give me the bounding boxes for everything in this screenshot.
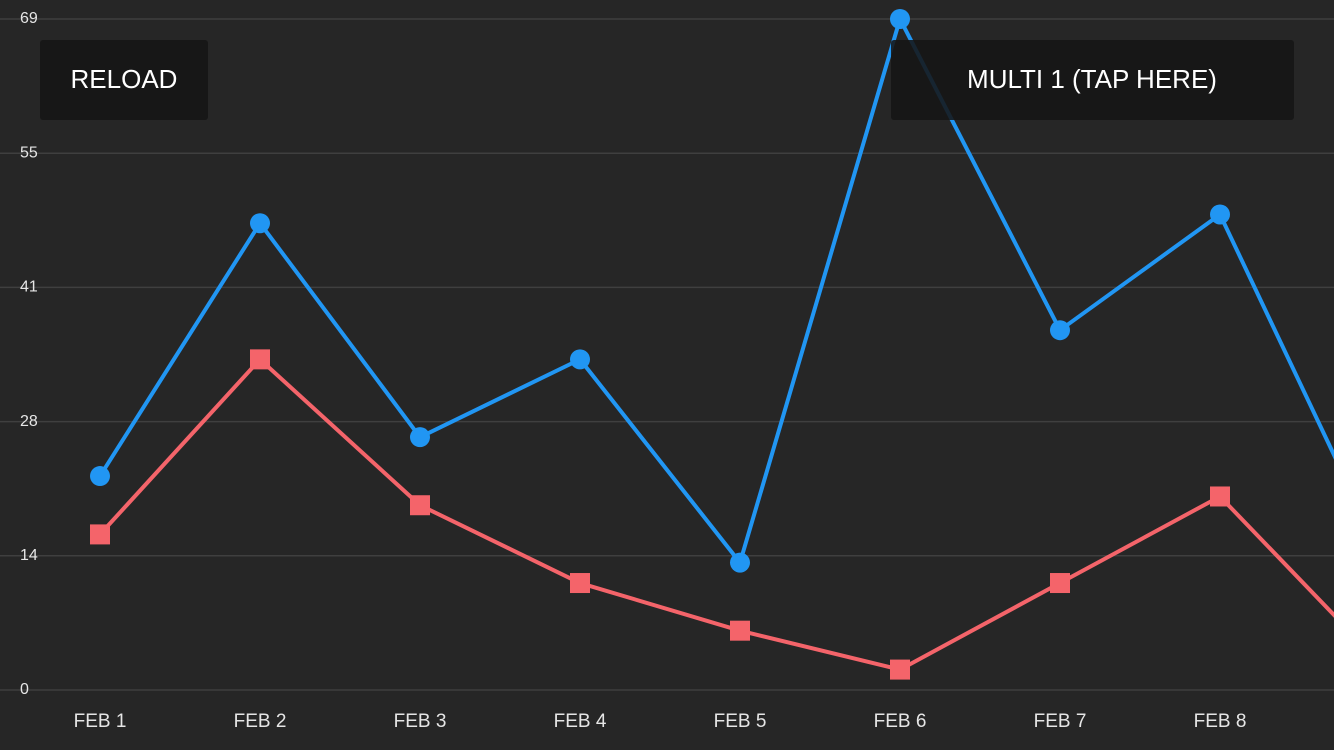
x-tick-label: FEB 5: [714, 711, 767, 732]
point-marker: [570, 573, 590, 594]
point-marker: [410, 495, 430, 516]
x-tick-label: FEB 7: [1034, 711, 1087, 732]
button-background[interactable]: [40, 40, 208, 120]
button-label[interactable]: RELOAD: [71, 64, 178, 94]
reload-button[interactable]: RELOAD: [40, 40, 208, 120]
x-tick-label: FEB 2: [234, 711, 287, 732]
point-marker: [1050, 320, 1070, 341]
y-tick-label: 28: [20, 413, 38, 430]
point-marker: [410, 427, 430, 448]
y-tick-label: 55: [20, 144, 38, 161]
y-tick-label: 0: [20, 681, 29, 698]
point-marker: [90, 524, 110, 545]
x-tick-label: FEB 8: [1194, 711, 1247, 732]
button-label[interactable]: MULTI 1 (TAP HERE): [967, 64, 1217, 94]
series-line: [98, 357, 1334, 672]
multi-button[interactable]: MULTI 1 (TAP HERE): [891, 40, 1294, 120]
point-marker: [1210, 204, 1230, 225]
point-marker: [250, 213, 270, 234]
point-marker: [250, 349, 270, 370]
button-background[interactable]: [891, 40, 1294, 120]
point-marker: [730, 552, 750, 573]
x-tick-label: FEB 1: [74, 711, 127, 732]
y-tick-label: 14: [20, 547, 38, 564]
point-marker: [570, 349, 590, 370]
point-marker: [1050, 573, 1070, 594]
point-marker: [730, 620, 750, 641]
x-tick-label: FEB 6: [874, 711, 927, 732]
y-tick-label: 69: [20, 10, 38, 27]
point-marker: [1210, 486, 1230, 507]
x-tick-label: FEB 3: [394, 711, 447, 732]
y-tick-label: 41: [20, 279, 38, 296]
x-tick-label: FEB 4: [554, 711, 607, 732]
point-marker: [890, 659, 910, 680]
point-marker: [890, 9, 910, 29]
point-marker: [90, 466, 110, 487]
